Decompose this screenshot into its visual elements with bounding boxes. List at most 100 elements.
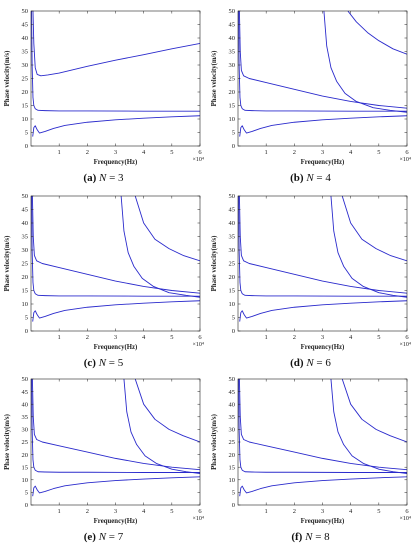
x-tick-label: 5: [170, 334, 173, 341]
series-line-1: [238, 379, 407, 471]
y-tick-label: 35: [229, 234, 236, 241]
x-tick-label: 3: [321, 334, 324, 341]
x-tick-label: 5: [377, 334, 380, 341]
y-tick-label: 0: [25, 502, 28, 509]
y-tick-label: 25: [229, 76, 236, 83]
x-axis-exponent: ×10⁴: [400, 342, 411, 348]
y-tick-label: 35: [22, 49, 29, 56]
x-tick-label: 5: [170, 508, 173, 515]
series-line-4: [330, 196, 407, 298]
caption-variable: N: [98, 357, 107, 369]
caption-b: (b) N = 4: [207, 172, 414, 184]
y-tick-label: 50: [22, 376, 29, 383]
caption-f: (f) N = 8: [207, 531, 414, 543]
series-line-3: [32, 115, 200, 137]
y-tick-label: 20: [229, 89, 236, 96]
x-axis-label: Frequency(Hz): [301, 344, 345, 351]
y-tick-label: 45: [22, 22, 29, 29]
y-tick-label: 0: [232, 143, 235, 150]
y-tick-label: 50: [229, 376, 236, 383]
series-line-5: [341, 379, 407, 443]
y-tick-label: 50: [22, 193, 29, 200]
y-tick-label: 45: [229, 22, 236, 29]
x-tick-label: 4: [142, 334, 146, 341]
y-tick-label: 5: [25, 130, 28, 137]
y-tick-label: 40: [229, 401, 236, 408]
y-tick-label: 10: [229, 301, 236, 308]
y-tick-label: 10: [22, 301, 29, 308]
axes-frame: [30, 10, 201, 147]
y-tick-label: 35: [22, 234, 29, 241]
x-axis-exponent: ×10⁴: [193, 157, 204, 163]
caption-equation: = 5: [106, 357, 124, 369]
x-tick-label: 4: [349, 334, 353, 341]
caption-equation: = 3: [106, 172, 124, 184]
y-tick-label: 25: [22, 439, 29, 446]
y-axis-label: Phase velocity(m/s): [4, 236, 11, 292]
x-axis-label: Frequency(Hz): [301, 159, 345, 166]
series-line-2: [31, 379, 200, 473]
y-axis-label: Phase velocity(m/s): [4, 51, 11, 107]
series-line-3: [32, 476, 200, 497]
series-line-1: [31, 196, 200, 294]
y-tick-label: 30: [22, 62, 29, 69]
x-tick-label: 4: [349, 149, 353, 156]
x-tick-label: 2: [86, 334, 89, 341]
y-tick-label: 5: [25, 315, 28, 322]
x-tick-label: 3: [114, 149, 117, 156]
axes-frame: [30, 195, 201, 332]
x-tick-label: 3: [321, 508, 324, 515]
series-line-4: [330, 379, 407, 474]
x-axis-exponent: ×10⁴: [400, 157, 411, 163]
axes-frame: [237, 10, 408, 147]
series-group: [238, 11, 407, 137]
y-tick-label: 10: [22, 477, 29, 484]
x-axis-label: Frequency(Hz): [94, 344, 138, 351]
caption-equation: = 4: [313, 172, 331, 184]
series-group: [31, 11, 200, 137]
series-line-2: [31, 196, 200, 297]
caption-variable: N: [98, 531, 107, 543]
axes-frame: [30, 378, 201, 506]
x-tick-label: 1: [265, 508, 268, 515]
y-tick-label: 15: [229, 288, 236, 295]
y-tick-label: 0: [25, 328, 28, 335]
y-axis-label: Phase velocity(m/s): [211, 414, 218, 470]
x-tick-label: 6: [405, 334, 409, 341]
y-tick-label: 45: [229, 389, 236, 396]
axes-frame: [237, 195, 408, 332]
series-line-2: [238, 379, 407, 473]
series-line-1: [238, 196, 407, 294]
x-tick-label: 3: [114, 334, 117, 341]
y-tick-label: 10: [22, 116, 29, 123]
series-line-1: [32, 11, 200, 77]
y-tick-label: 25: [229, 261, 236, 268]
x-tick-label: 1: [265, 334, 268, 341]
y-tick-label: 20: [229, 274, 236, 281]
x-tick-label: 4: [349, 508, 353, 515]
y-tick-label: 15: [22, 103, 29, 110]
y-tick-label: 30: [22, 427, 29, 434]
y-tick-label: 40: [22, 220, 29, 227]
x-axis-label: Frequency(Hz): [94, 159, 138, 166]
y-tick-label: 45: [22, 389, 29, 396]
series-line-4: [123, 379, 200, 474]
x-tick-label: 2: [86, 149, 89, 156]
y-tick-label: 50: [22, 8, 29, 15]
caption-letter: (e): [83, 531, 96, 543]
y-tick-label: 5: [232, 315, 235, 322]
y-tick-label: 10: [229, 477, 236, 484]
y-axis-label: Phase velocity(m/s): [211, 236, 218, 292]
x-tick-label: 4: [142, 149, 146, 156]
y-tick-label: 0: [25, 143, 28, 150]
series-line-1: [238, 11, 407, 109]
caption-variable: N: [99, 172, 107, 184]
y-tick-label: 35: [22, 414, 29, 421]
axes-frame: [237, 378, 408, 506]
series-line-3: [239, 300, 407, 322]
y-tick-label: 20: [229, 452, 236, 459]
y-tick-label: 25: [22, 76, 29, 83]
